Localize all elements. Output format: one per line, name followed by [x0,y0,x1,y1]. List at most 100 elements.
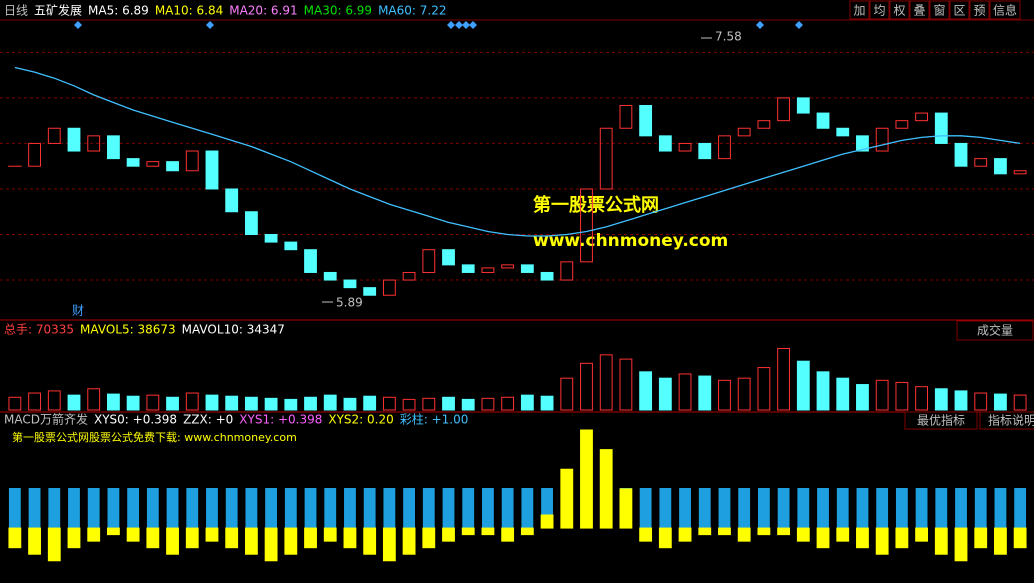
histogram-bar [737,527,751,542]
band-bar [757,488,770,528]
histogram-bar [244,527,258,555]
candle [185,150,199,172]
volume-bar [678,373,692,411]
toolbar-button[interactable]: 均 [869,0,890,20]
volume-bar [560,377,574,411]
volume-bar [1013,394,1027,411]
volume-bar [363,395,377,411]
histogram-bar [87,527,101,542]
band-bar [679,488,691,528]
histogram-bar [875,527,889,555]
volume-bar [658,377,672,411]
band-bar [304,488,317,528]
histogram-bar [461,527,475,536]
toolbar-button[interactable]: 窗 [929,0,950,20]
header-item: MAVOL10: 34347 [182,323,285,337]
volume-bar [67,394,81,411]
histogram-bar [757,527,771,536]
candle [954,142,968,167]
volume-bar [284,398,298,411]
histogram-bar [382,527,396,562]
candle [363,287,377,296]
volume-bar [47,390,61,411]
button-label[interactable]: 预 [973,4,985,18]
volume-bar [146,394,160,411]
button-label[interactable]: 成交量 [977,323,1013,338]
button-label[interactable]: 信息 [993,3,1017,18]
band-bar [521,488,534,528]
candle [126,158,140,167]
toolbar-button[interactable]: 区 [949,0,970,20]
histogram-bar [974,527,988,549]
candle [205,150,219,190]
histogram-bar [323,527,337,542]
volume-bar [895,381,909,411]
band-bar [225,488,238,528]
band-bar [363,488,376,528]
candle [323,271,337,281]
volume-bar [580,362,593,411]
band-bar [856,488,869,528]
toolbar-button[interactable]: 叠 [909,0,930,20]
band-bar [68,488,80,528]
histogram-bar [954,527,968,562]
band-bar [284,488,297,528]
band-bar [817,488,829,528]
header-item: MA20: 6.91 [229,4,297,18]
volume-bar [343,397,357,411]
volume-bar [442,396,455,411]
band-bar [383,488,396,528]
candle [146,161,160,167]
volume-bar [28,392,41,411]
histogram-bar [915,527,929,542]
candle [107,135,120,160]
header-item: MACD万箭齐发 [4,412,88,427]
band-bar [107,488,120,528]
toolbar-button[interactable]: 预 [969,0,990,20]
candle [974,158,988,167]
histogram-bar [264,527,278,562]
button-label[interactable]: 加 [853,4,865,18]
band-bar [541,488,553,528]
best-indicator-button[interactable]: 最优指标 [904,411,978,430]
volume-bar [875,379,889,411]
volume-bar [481,397,495,411]
histogram-bar [8,527,22,549]
band-bar [442,488,455,528]
header-item: MA10: 6.84 [155,4,223,18]
candle [816,112,830,129]
button-label[interactable]: 权 [893,4,905,18]
candle [599,127,613,190]
toolbar-button[interactable]: 信息 [989,0,1021,20]
header-item: XYS0: +0.398 [94,413,177,427]
volume-button[interactable]: 成交量 [956,320,1034,341]
button-label[interactable]: 指标说明 [988,413,1034,428]
band-bar [28,488,41,528]
band-bar [146,488,159,528]
candle [875,127,889,152]
candle [796,97,810,114]
histogram-bar [185,527,199,549]
button-label[interactable]: 窗 [933,4,945,18]
volume-bar [639,371,653,411]
button-label[interactable]: 区 [953,4,965,18]
candle [856,135,869,152]
histogram-bar [678,527,692,542]
button-label[interactable]: 均 [873,4,885,18]
histogram-bar [994,527,1007,555]
button-label[interactable]: 叠 [913,4,925,18]
toolbar-button[interactable]: 加 [849,0,870,20]
header-item: MA30: 6.99 [304,4,372,18]
toolbar-button[interactable]: 权 [889,0,910,20]
histogram-bar [205,527,219,542]
volume-bar [974,392,988,411]
band-bar [718,488,731,528]
histogram-bar [67,527,81,549]
candle [915,112,929,122]
candle [343,279,357,289]
histogram-bar [402,527,416,555]
histogram-bar [28,527,41,555]
indicator-help-button[interactable]: 指标说明 [979,411,1034,430]
button-label[interactable]: 最优指标 [917,413,965,428]
